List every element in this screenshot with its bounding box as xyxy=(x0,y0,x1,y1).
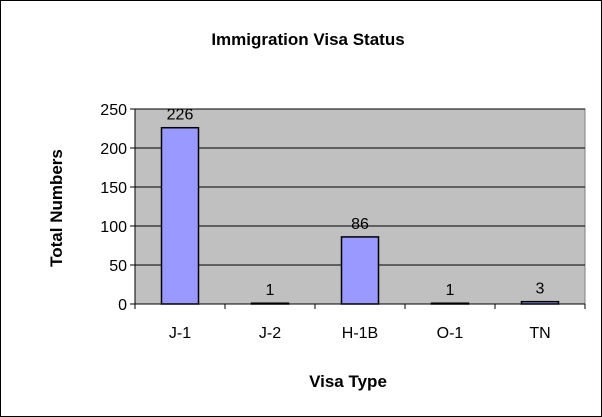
y-tick-label: 200 xyxy=(100,141,127,158)
data-label: 3 xyxy=(536,281,545,298)
x-tick-label: TN xyxy=(529,325,550,342)
data-label: 1 xyxy=(446,282,455,299)
y-tick-label: 50 xyxy=(109,258,127,275)
data-label: 1 xyxy=(266,282,275,299)
bar xyxy=(520,300,560,305)
plot-area-group: 0 50 100 150 200 250 J-1 226 J-2 1 H-1B 86 O-1 1 TN 3 xyxy=(100,102,586,342)
x-axis-title: Visa Type xyxy=(309,372,387,391)
x-tick-label: H-1B xyxy=(342,325,378,342)
bar xyxy=(250,302,290,305)
bar xyxy=(160,126,200,305)
y-axis-title: Total Numbers xyxy=(47,149,66,267)
x-tick-label: J-1 xyxy=(169,325,191,342)
bar xyxy=(340,236,380,305)
y-tick-label: 100 xyxy=(100,219,127,236)
x-tick-label: J-2 xyxy=(259,325,281,342)
data-label: 226 xyxy=(167,107,194,124)
y-tick-label: 250 xyxy=(100,102,127,119)
y-tick-label: 0 xyxy=(118,297,127,314)
bar xyxy=(430,302,470,305)
x-tick-label: O-1 xyxy=(437,325,464,342)
chart-title: Immigration Visa Status xyxy=(211,30,404,49)
y-tick-label: 150 xyxy=(100,180,127,197)
data-label: 86 xyxy=(351,216,369,233)
